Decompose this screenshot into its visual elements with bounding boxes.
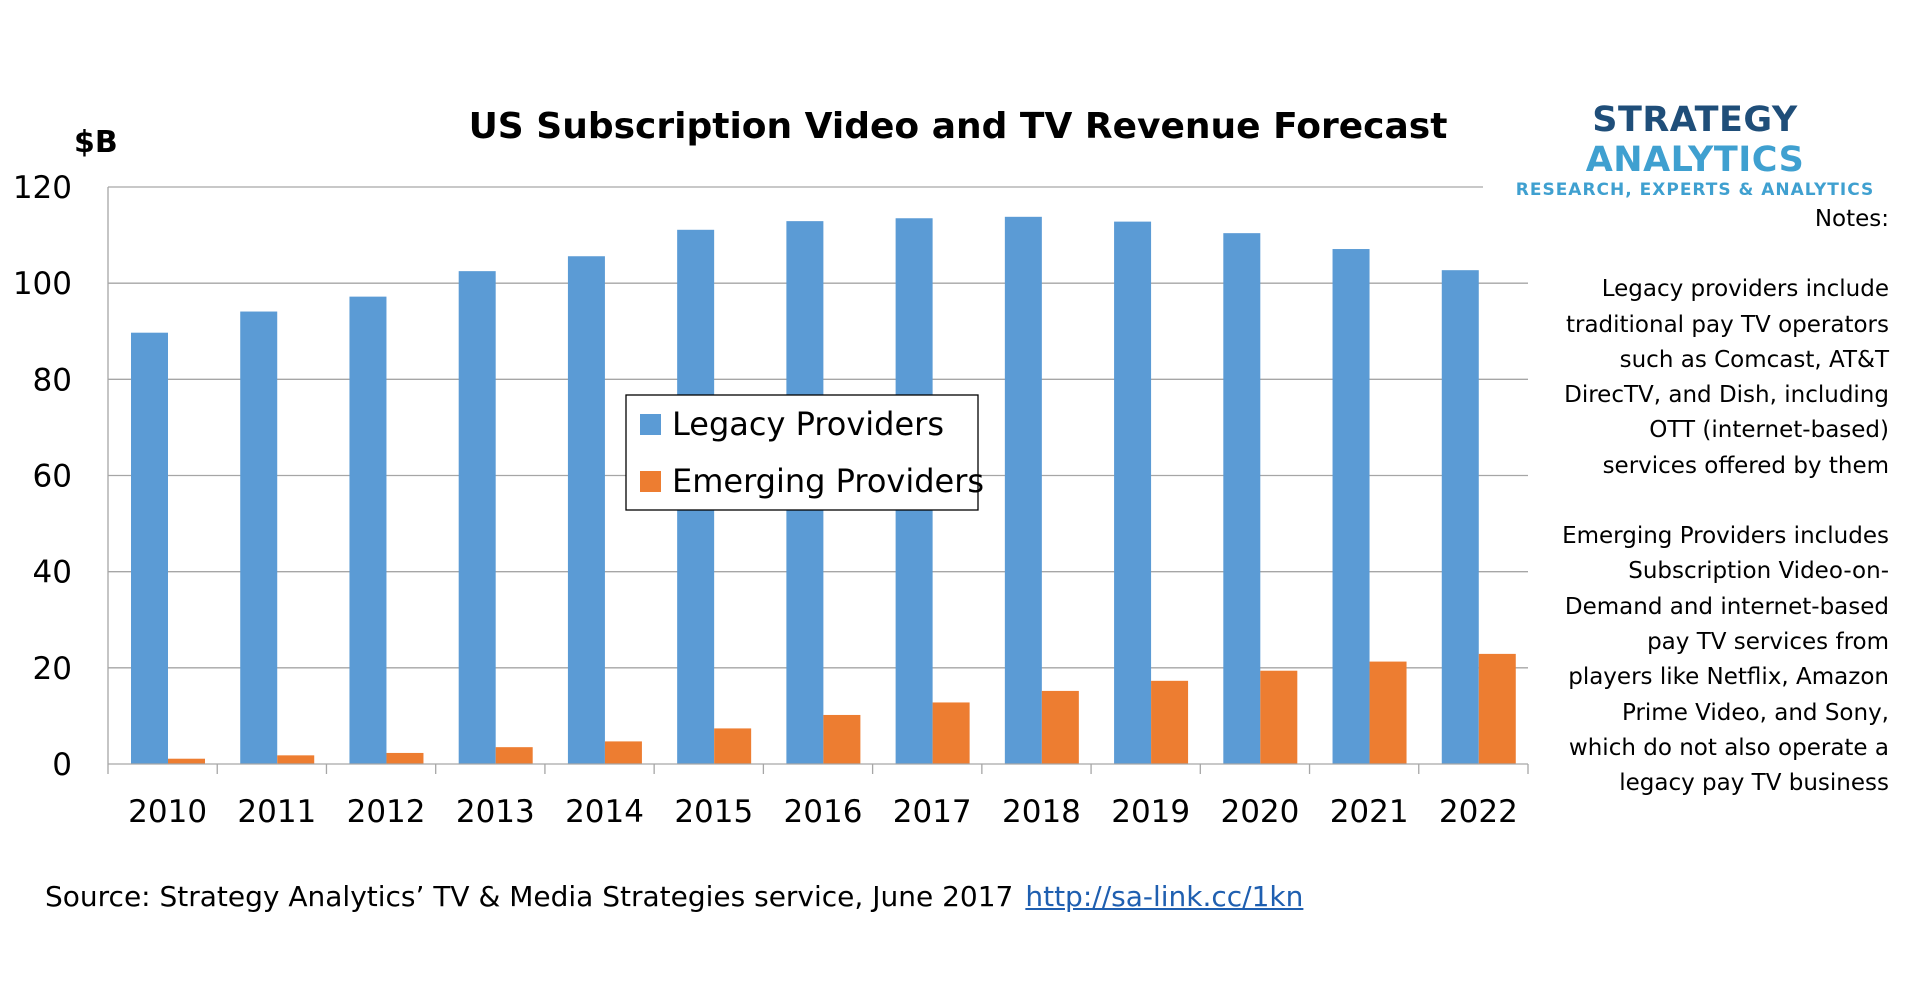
bar-emerging-2010 bbox=[168, 758, 205, 764]
source-text: Source: Strategy Analytics’ TV & Media S… bbox=[45, 880, 1014, 913]
bar-emerging-2012 bbox=[386, 752, 424, 764]
source-line: Source: Strategy Analytics’ TV & Media S… bbox=[45, 880, 1303, 913]
y-axis-unit-label: $B bbox=[74, 125, 118, 160]
logo-tagline: RESEARCH, EXPERTS & ANALYTICS bbox=[1515, 180, 1875, 200]
y-tick-label: 40 bbox=[33, 555, 72, 591]
chart-title: US Subscription Video and TV Revenue For… bbox=[469, 106, 1448, 147]
legend-label-legacy: Legacy Providers bbox=[672, 405, 944, 443]
notes-panel: Notes: Legacy providers include traditio… bbox=[1559, 202, 1889, 836]
strategy-analytics-logo: STRATEGY ANALYTICS RESEARCH, EXPERTS & A… bbox=[1490, 100, 1900, 200]
bar-emerging-2020 bbox=[1260, 670, 1298, 764]
x-tick-label: 2015 bbox=[674, 794, 753, 830]
y-tick-label: 100 bbox=[13, 266, 72, 302]
notes-legacy: Legacy providers include traditional pay… bbox=[1564, 276, 1889, 479]
x-tick-label: 2011 bbox=[237, 794, 316, 830]
bar-legacy-2010 bbox=[131, 332, 168, 764]
x-tick-label: 2018 bbox=[1002, 794, 1081, 830]
bar-emerging-2016 bbox=[823, 714, 861, 764]
x-tick-label: 2014 bbox=[565, 794, 644, 830]
x-tick-label: 2019 bbox=[1111, 794, 1190, 830]
bar-legacy-2012 bbox=[349, 296, 387, 764]
bar-emerging-2018 bbox=[1041, 690, 1079, 764]
legend-box bbox=[625, 394, 979, 511]
logo-word-2: ANALYTICS bbox=[1585, 140, 1805, 180]
legend-swatch-emerging bbox=[640, 471, 661, 492]
notes-emerging: Emerging Providers includes Subscription… bbox=[1562, 523, 1889, 797]
bar-emerging-2019 bbox=[1151, 680, 1189, 764]
bar-emerging-2022 bbox=[1478, 653, 1516, 764]
bar-legacy-2014 bbox=[567, 256, 605, 764]
bar-emerging-2013 bbox=[495, 747, 533, 764]
bar-legacy-2018 bbox=[1004, 216, 1042, 765]
y-tick-label: 20 bbox=[33, 651, 72, 687]
bar-legacy-2022 bbox=[1441, 270, 1479, 764]
bar-emerging-2011 bbox=[277, 755, 315, 764]
logo-word-1: STRATEGY bbox=[1592, 100, 1798, 140]
x-tick-label: 2012 bbox=[347, 794, 426, 830]
bar-legacy-2021 bbox=[1332, 249, 1370, 765]
x-tick-label: 2013 bbox=[456, 794, 535, 830]
x-tick-label: 2016 bbox=[784, 794, 863, 830]
bar-legacy-2019 bbox=[1114, 221, 1152, 764]
bar-legacy-2011 bbox=[240, 311, 278, 764]
y-tick-label: 60 bbox=[33, 459, 72, 495]
y-tick-label: 80 bbox=[33, 362, 72, 398]
x-tick-label: 2022 bbox=[1439, 794, 1518, 830]
notes-heading: Notes: bbox=[1814, 206, 1889, 232]
legend-swatch-legacy bbox=[640, 414, 661, 435]
x-tick-label: 2021 bbox=[1330, 794, 1409, 830]
bar-emerging-2014 bbox=[604, 741, 642, 764]
legend-label-emerging: Emerging Providers bbox=[672, 462, 984, 500]
source-link[interactable]: http://sa-link.cc/1kn bbox=[1025, 880, 1304, 913]
bar-legacy-2020 bbox=[1223, 233, 1261, 764]
x-tick-label: 2017 bbox=[893, 794, 972, 830]
y-tick-label: 0 bbox=[52, 747, 72, 783]
bar-emerging-2015 bbox=[714, 728, 752, 764]
bar-legacy-2013 bbox=[458, 271, 496, 764]
x-tick-label: 2010 bbox=[128, 794, 207, 830]
bar-emerging-2017 bbox=[932, 702, 970, 764]
x-tick-label: 2020 bbox=[1220, 794, 1299, 830]
y-tick-label: 120 bbox=[13, 170, 72, 206]
bar-emerging-2021 bbox=[1369, 661, 1407, 764]
